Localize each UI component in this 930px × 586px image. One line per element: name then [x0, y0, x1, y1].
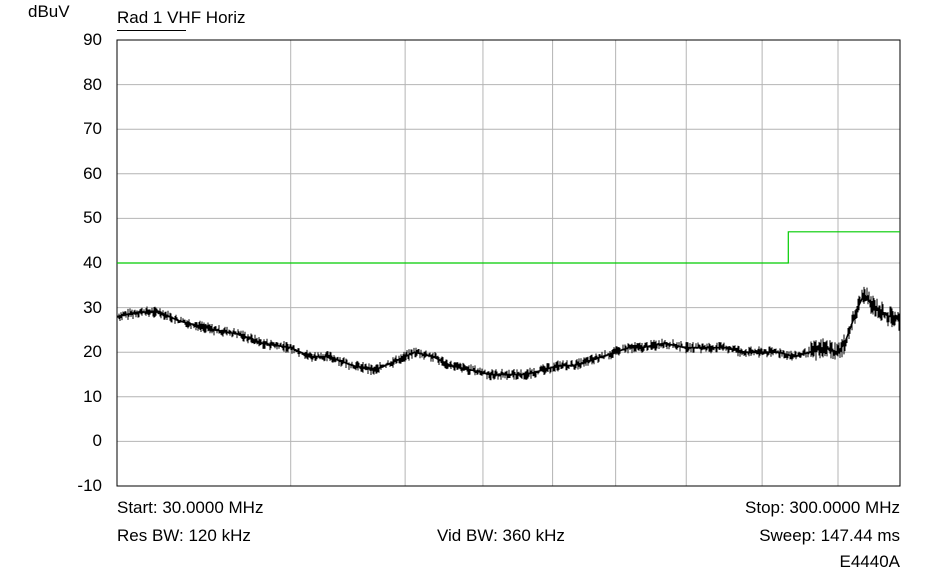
y-tick-label: 90	[83, 30, 102, 49]
trace-title-underline	[117, 30, 186, 31]
y-tick-label: 0	[92, 431, 102, 451]
y-tick-label: -10	[77, 476, 102, 495]
video-bandwidth: Vid BW: 360 kHz	[437, 526, 565, 545]
y-tick-label: 60	[83, 163, 102, 183]
limit-line	[117, 231, 900, 264]
start-frequency: Start: 30.0000 MHz	[117, 498, 264, 517]
y-tick-label: 20	[83, 342, 102, 362]
y-tick-label: 80	[83, 74, 102, 94]
y-axis-unit-label: dBuV	[28, 2, 70, 21]
y-tick-label: 30	[83, 297, 102, 317]
y-tick-label: 40	[83, 253, 102, 272]
stop-frequency: Stop: 300.0000 MHz	[745, 498, 900, 517]
resolution-bandwidth: Res BW: 120 kHz	[117, 526, 251, 545]
trace-title: Rad 1 VHF Horiz	[117, 8, 246, 27]
y-tick-label: 10	[83, 386, 102, 406]
y-tick-label: 50	[83, 208, 102, 228]
sweep-time: Sweep: 147.44 ms	[759, 526, 900, 545]
measurement-trace-noise	[116, 286, 901, 381]
instrument-model: E4440A	[839, 552, 901, 571]
chart-series	[116, 231, 901, 381]
measurement-trace	[116, 292, 901, 376]
y-tick-label: 70	[83, 119, 102, 139]
